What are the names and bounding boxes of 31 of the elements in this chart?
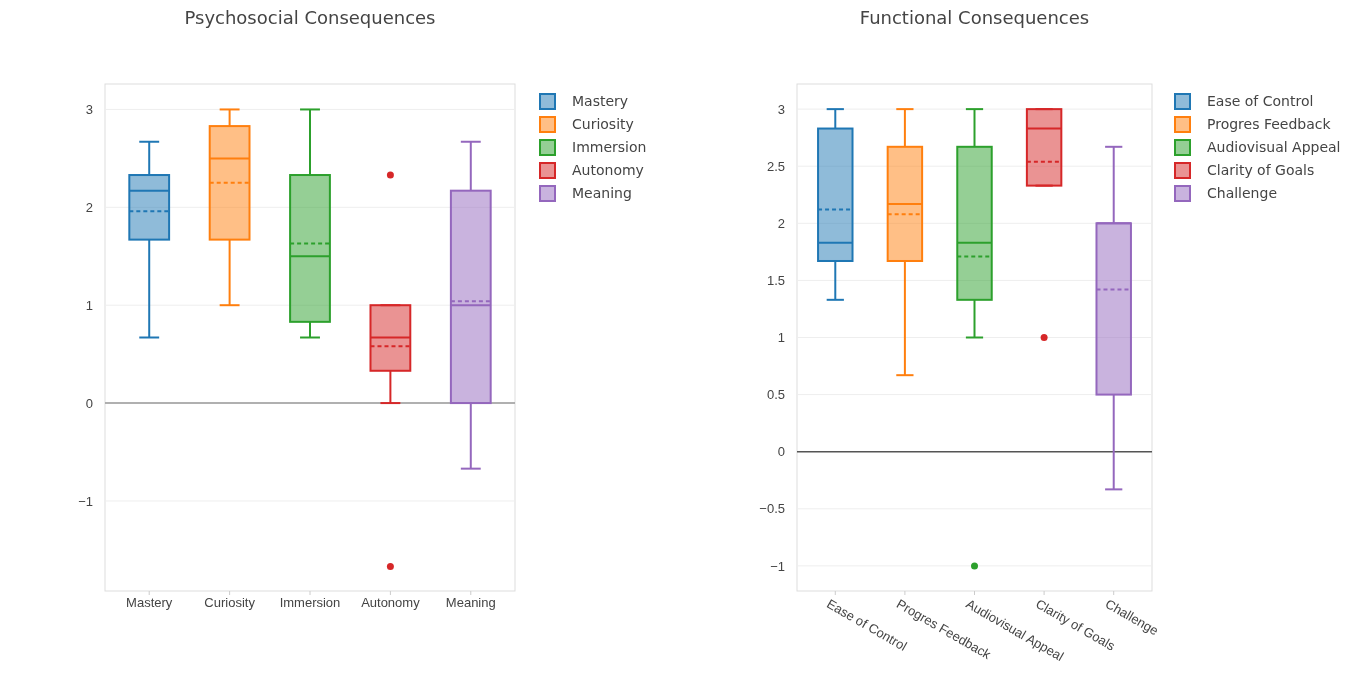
y-tick-label: 1 (85, 297, 93, 313)
y-tick-label: −0.5 (759, 501, 785, 517)
y-tick-label: −1 (770, 558, 785, 574)
x-tick-label: Mastery (126, 595, 173, 611)
legend-label: Autonomy (572, 162, 644, 178)
y-tick-label: 0 (777, 444, 785, 460)
chart-title: Psychosocial Consequences (184, 7, 436, 28)
y-tick-label: 2.5 (766, 158, 785, 174)
legend-label: Progres Feedback (1207, 116, 1332, 132)
legend-label: Mastery (572, 93, 629, 109)
x-tick-label: Autonomy (361, 595, 421, 611)
x-tick-label: Meaning (445, 595, 496, 611)
y-tick-label: 2 (85, 199, 93, 215)
legend-label: Curiosity (572, 116, 634, 132)
legend-label: Meaning (572, 185, 632, 201)
y-tick-label: 0 (85, 395, 93, 411)
legend-label: Challenge (1207, 185, 1277, 201)
x-tick-label: Immersion (279, 595, 341, 611)
chart-title: Functional Consequences (859, 7, 1090, 28)
y-tick-label: 1.5 (766, 273, 785, 289)
legend-label: Ease of Control (1207, 93, 1314, 109)
y-tick-label: 1 (777, 330, 785, 346)
x-tick-label: Curiosity (204, 595, 256, 611)
y-tick-label: 0.5 (766, 387, 785, 403)
y-tick-label: 3 (777, 101, 785, 117)
legend-label: Audiovisual Appeal (1207, 139, 1341, 155)
legend-label: Clarity of Goals (1207, 162, 1315, 178)
y-tick-label: −1 (78, 493, 93, 509)
legend-label: Immersion (572, 139, 647, 155)
y-tick-label: 3 (85, 102, 93, 118)
y-tick-label: 2 (777, 215, 785, 231)
